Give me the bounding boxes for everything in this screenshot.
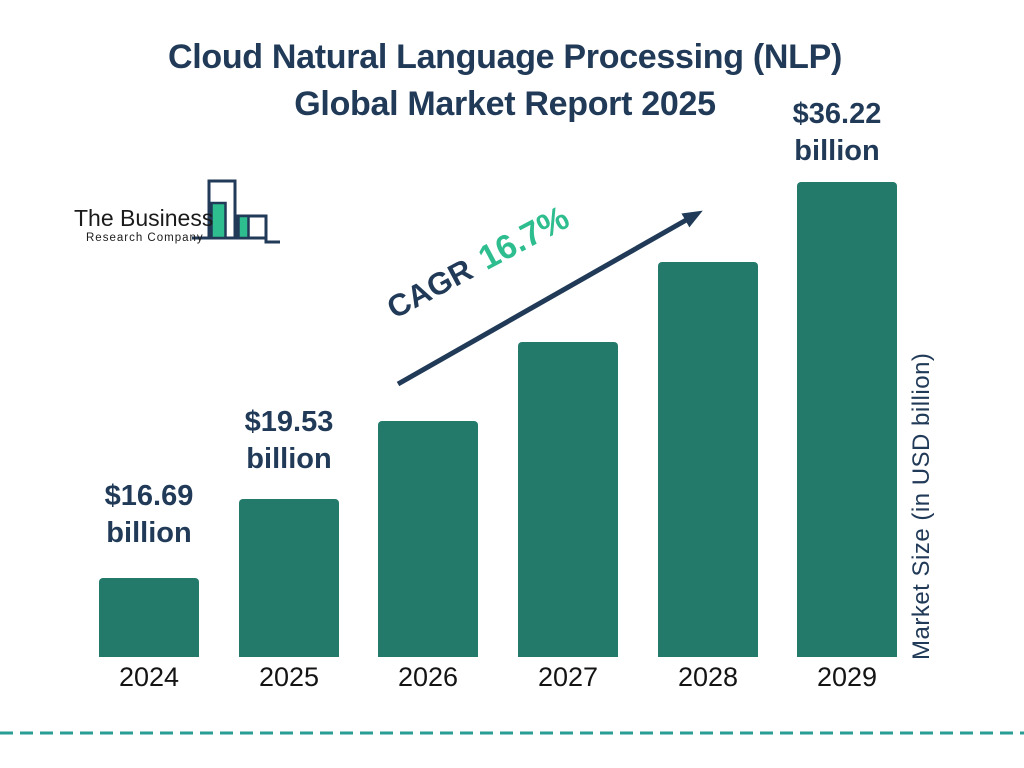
x-axis-label-2025: 2025	[258, 662, 320, 692]
bar-2025	[239, 499, 339, 657]
x-axis-label-2029: 2029	[816, 662, 878, 692]
logo-bar-chart-icon	[192, 179, 280, 244]
bar-2027	[518, 342, 618, 657]
cagr-value: 16.7%	[472, 198, 576, 278]
cagr-label: CAGR	[381, 251, 479, 326]
y-axis-label: Market Size (in USD billion)	[908, 352, 935, 660]
title-line-1: Cloud Natural Language Processing (NLP)	[167, 38, 843, 76]
bar-2024	[99, 578, 199, 657]
page-title: Cloud Natural Language Processing (NLP) …	[0, 34, 1010, 128]
x-axis-label-2027: 2027	[537, 662, 599, 692]
title-line-2: Global Market Report 2025	[294, 85, 716, 123]
value-label-2029: $36.22 billion	[792, 98, 882, 167]
bar-2026	[378, 421, 478, 657]
logo-text-line-2: Research Company	[86, 232, 204, 244]
x-axis-label-2026: 2026	[397, 662, 459, 692]
logo-text-line-1: The Business	[74, 205, 213, 231]
company-logo: The Business Research Company	[74, 179, 280, 244]
value-label-2025: $19.53 billion	[244, 406, 334, 475]
value-label-2024: $16.69 billion	[104, 480, 194, 549]
x-axis-label-2024: 2024	[118, 662, 180, 692]
x-axis-label-2028: 2028	[677, 662, 739, 692]
cagr-annotation: CAGR 16.7%	[380, 199, 577, 330]
bar-2028	[658, 262, 758, 657]
bar-2029	[797, 182, 897, 657]
